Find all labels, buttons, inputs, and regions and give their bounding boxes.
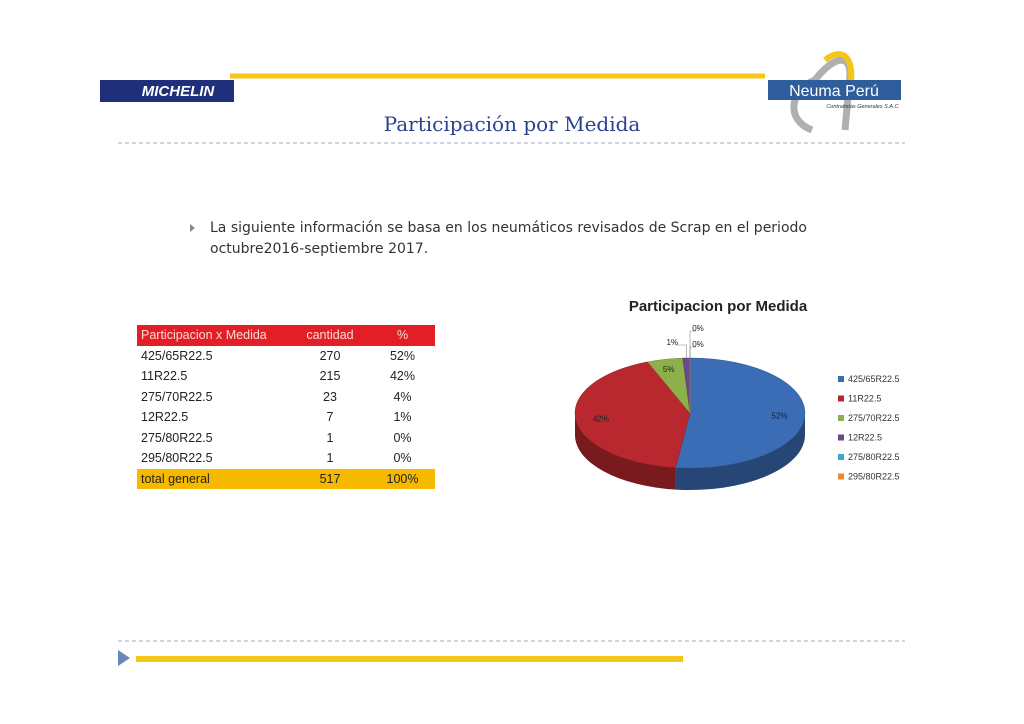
table-cell: 23 — [323, 389, 337, 404]
chart-title: Participacion por Medida — [629, 298, 808, 315]
table-cell: 215 — [319, 369, 341, 384]
column-header: Participacion x Medida — [137, 325, 290, 346]
leader-line — [676, 344, 687, 359]
table-cell: 295/80R22.5 — [141, 451, 213, 466]
slice-label: 42% — [593, 414, 609, 423]
table-cell: total general — [137, 468, 290, 489]
table-cell: 12R22.5 — [141, 410, 189, 425]
bullet-line: octubre2016-septiembre 2017. — [210, 241, 429, 257]
table-cell: 7 — [326, 410, 334, 425]
legend-label: 425/65R22.5 — [848, 374, 900, 384]
legend-swatch — [838, 434, 844, 441]
table-cell: 1 — [326, 430, 334, 445]
neuma-sub: Contratistas Generales S.A.C. — [826, 104, 900, 110]
legend-swatch — [838, 376, 844, 382]
table-cell: 4% — [393, 389, 412, 404]
table-cell: 11R22.5 — [141, 369, 188, 384]
table-row: 11R22.5 215 42% — [137, 366, 435, 387]
column-header: % — [370, 325, 435, 346]
data-table: Participacion x Medida cantidad% 425/65R22… — [137, 325, 435, 489]
michelin-logo — [100, 80, 234, 102]
legend-swatch — [838, 395, 844, 402]
neuma-text: Neuma Perú — [789, 83, 879, 100]
slice — [574, 361, 691, 468]
table-cell: 42% — [389, 369, 416, 384]
legend-swatch — [838, 415, 844, 421]
legend-label: 11R22.5 — [848, 394, 881, 404]
table-cell: 270 — [319, 348, 341, 363]
table-cell: 1 — [326, 451, 334, 466]
michelin-text: MICHELIN — [142, 83, 216, 100]
pie-chart: Participacion por Medida 52% 42% 5% 1% 0% 0% 42… — [574, 298, 900, 490]
footer-bar — [136, 656, 683, 662]
legend-label: 295/80R22.5 — [848, 472, 900, 482]
table-row: 275/80R22.5 1 0% — [137, 428, 435, 449]
table-row: 295/80R22.5 1 0% — [137, 448, 435, 469]
slice-side — [575, 413, 676, 490]
column-header: cantidad — [290, 325, 370, 346]
table-row: 425/65R22.5 270 52% — [137, 346, 435, 367]
slice-label: 5% — [663, 365, 675, 374]
slice-label: 1% — [666, 338, 678, 347]
legend-label: 275/80R22.5 — [848, 452, 900, 462]
table-header-row: Participacion x Medida cantidad% — [137, 325, 435, 346]
slide-title: Participación por Medida — [383, 112, 641, 136]
table-cell: 275/80R22.5 — [141, 430, 213, 445]
legend-swatch — [838, 473, 844, 480]
table-row: 275/70R22.5 23 4% — [137, 387, 435, 408]
table-cell: 52% — [389, 348, 416, 363]
table-cell: 0% — [393, 430, 412, 445]
slice-label: 0% — [692, 340, 704, 349]
slice-label: 52% — [772, 412, 788, 421]
table-cell: 517 — [290, 468, 370, 489]
legend-swatch — [838, 454, 844, 460]
slice-side — [675, 413, 805, 490]
table-cell: 100% — [370, 468, 435, 489]
bullet-arrow — [190, 224, 195, 232]
legend-label: 12R22.5 — [848, 433, 882, 443]
neuma-logo — [768, 80, 901, 100]
table-total-row: total general 517 100% — [137, 468, 435, 489]
table-cell: 275/70R22.5 — [141, 389, 213, 404]
slice — [675, 357, 806, 469]
legend-label: 275/70R22.5 — [848, 413, 900, 423]
slice-label: 0% — [692, 324, 704, 333]
bullet-line: La siguiente información se basa en los … — [210, 220, 807, 236]
table-row: 12R22.5 7 1% — [137, 407, 435, 428]
footer-arrow — [118, 650, 130, 666]
bullet-text: La siguiente información se basa en los … — [210, 218, 807, 260]
table-cell: 425/65R22.5 — [141, 348, 213, 363]
table-cell: 1% — [393, 410, 412, 425]
table-cell: 0% — [393, 451, 412, 466]
leader-line — [689, 346, 696, 358]
